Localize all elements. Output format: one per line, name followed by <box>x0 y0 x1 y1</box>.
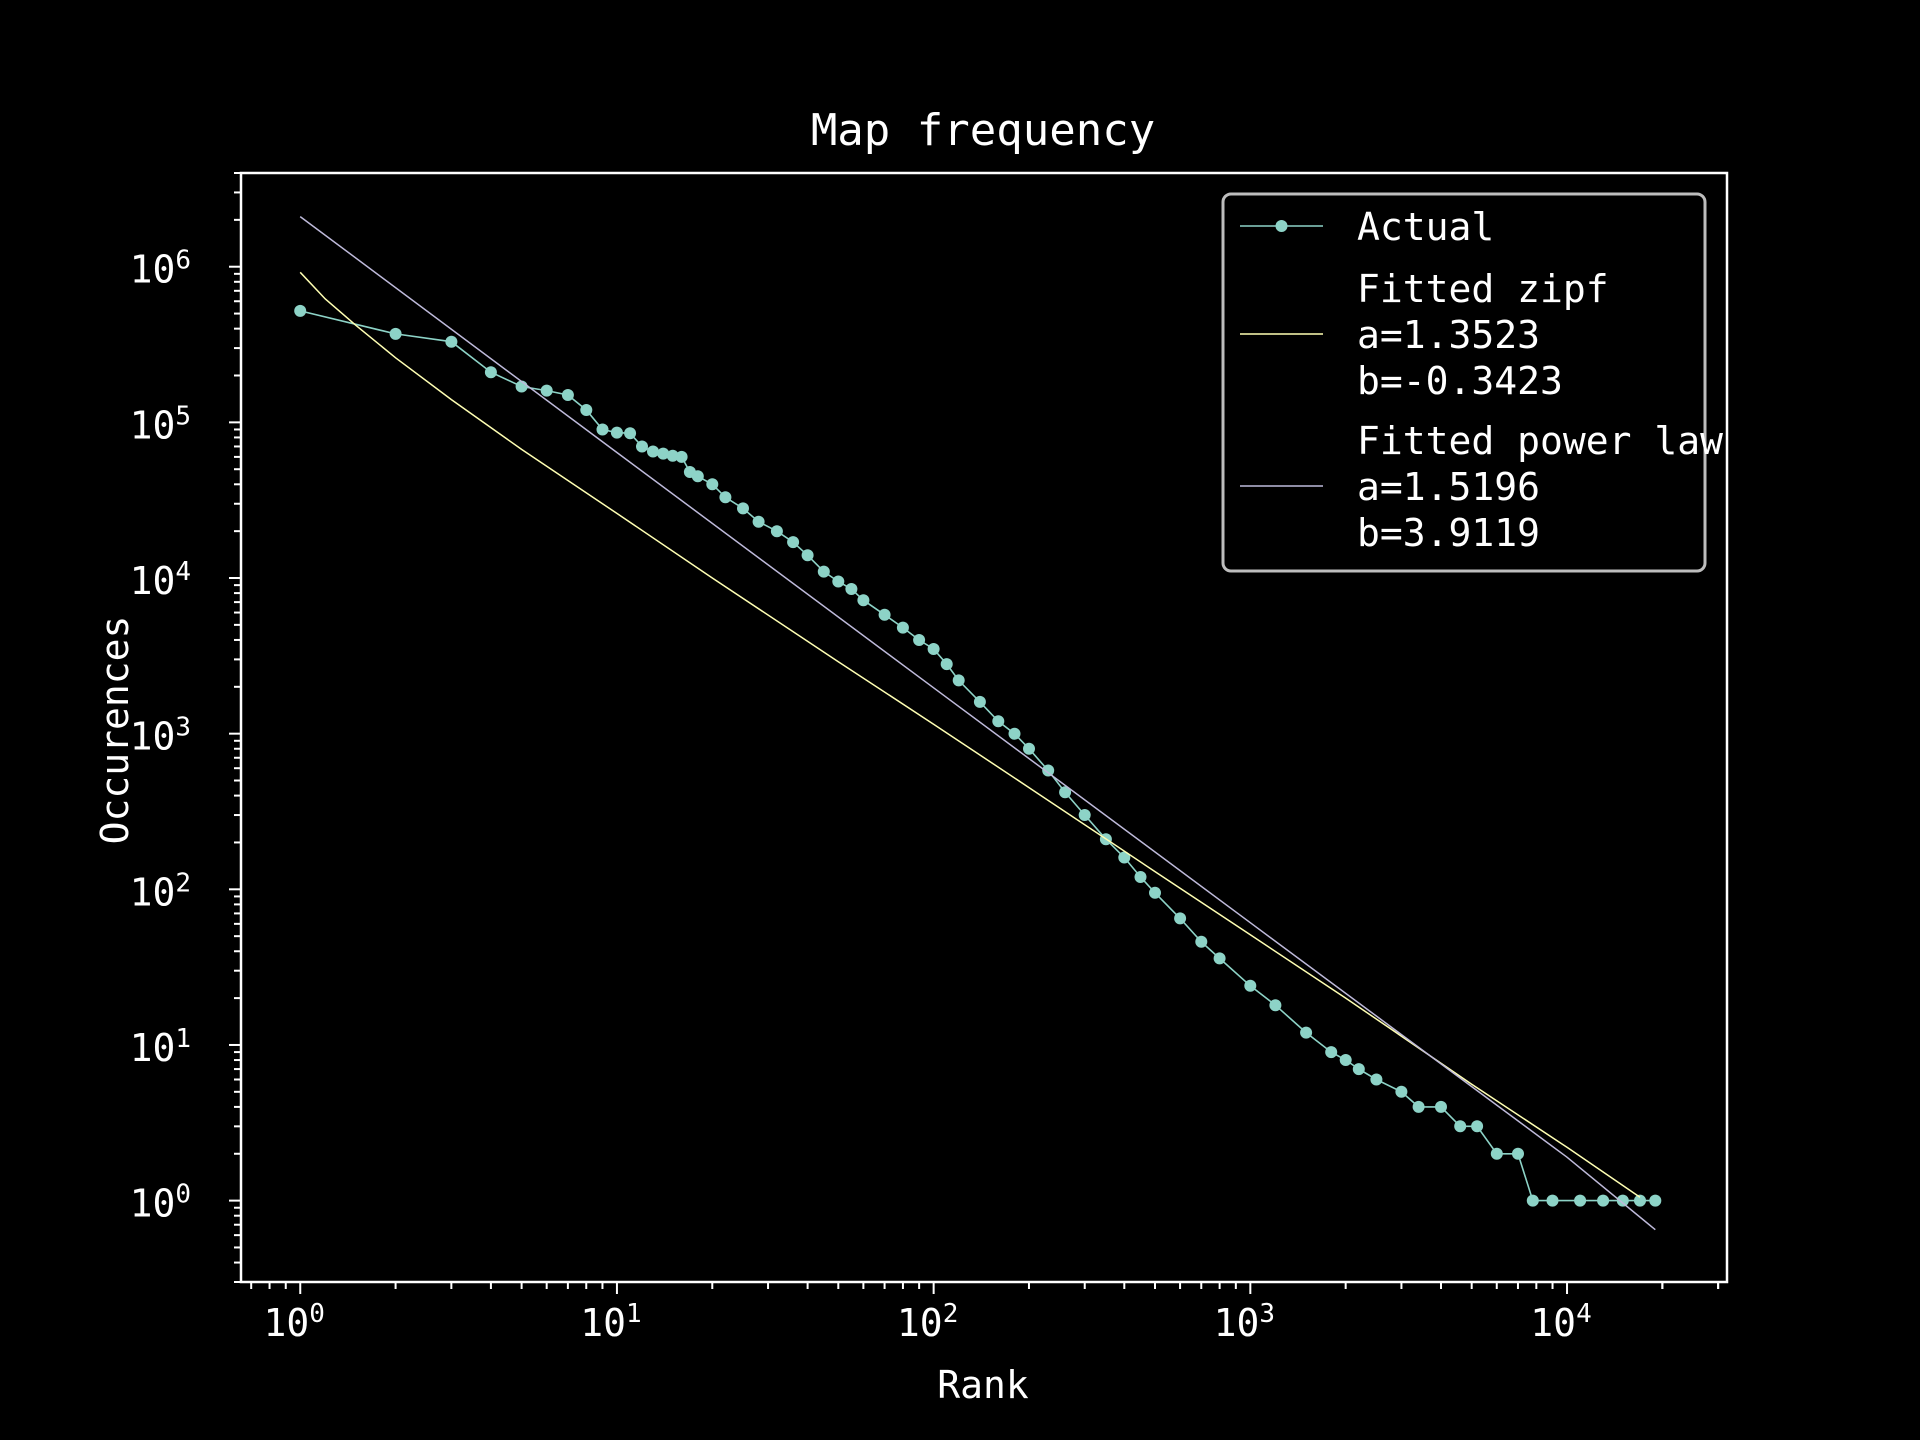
data-point <box>1195 935 1208 948</box>
legend-label-1-line-2: b=-0.3423 <box>1357 359 1563 403</box>
data-point <box>580 404 593 416</box>
data-point <box>1412 1100 1425 1113</box>
legend-label-1-line-0: Fitted zipf <box>1357 267 1609 311</box>
data-point <box>1370 1073 1383 1086</box>
data-point <box>1616 1194 1629 1207</box>
x-tick-label: 102 <box>897 1299 958 1345</box>
data-point <box>913 634 926 646</box>
x-tick-label: 101 <box>580 1299 641 1345</box>
data-point <box>817 565 830 578</box>
data-point <box>1042 764 1055 777</box>
data-point <box>845 583 858 595</box>
data-point <box>1339 1054 1352 1066</box>
x-axis-label: Rank <box>937 1363 1029 1407</box>
data-point <box>484 366 497 379</box>
data-point <box>1149 886 1161 899</box>
plot-frame <box>239 171 1729 1284</box>
data-point <box>737 502 749 515</box>
data-point <box>878 608 891 621</box>
data-point <box>770 525 783 538</box>
data-point <box>1300 1026 1313 1039</box>
data-point <box>752 515 765 528</box>
data-point <box>1471 1120 1484 1133</box>
data-point <box>1269 999 1282 1012</box>
y-tick-label: 100 <box>130 1180 191 1226</box>
data-point <box>832 575 845 588</box>
data-point <box>1325 1046 1338 1059</box>
data-point <box>1546 1194 1559 1207</box>
data-point <box>1649 1194 1662 1207</box>
data-point <box>896 621 909 634</box>
data-point <box>561 389 574 401</box>
data-point <box>857 594 870 607</box>
data-point <box>666 449 679 462</box>
y-tick-label: 103 <box>130 713 191 759</box>
data-point <box>1059 786 1072 799</box>
legend-label-actual: Actual <box>1357 205 1494 249</box>
data-point <box>1213 952 1226 965</box>
series-line-2 <box>299 215 1656 1231</box>
data-point <box>1512 1147 1524 1160</box>
legend-label-1-line-1: a=1.3523 <box>1357 313 1540 357</box>
data-point <box>1118 851 1131 864</box>
data-point <box>1634 1194 1646 1207</box>
y-tick-label: 106 <box>130 246 191 292</box>
y-tick-label: 101 <box>130 1024 191 1070</box>
x-tick-label: 104 <box>1530 1299 1591 1345</box>
data-point <box>1023 742 1035 755</box>
data-point <box>445 335 458 348</box>
x-tick-label: 100 <box>264 1299 325 1345</box>
data-point <box>1395 1085 1408 1098</box>
data-point <box>706 478 719 491</box>
legend-label-2-line-1: a=1.5196 <box>1357 465 1540 509</box>
data-point <box>973 695 986 708</box>
data-point <box>787 536 800 549</box>
data-point <box>647 445 659 458</box>
data-point <box>940 658 953 671</box>
data-point <box>657 447 670 460</box>
data-point <box>719 491 732 504</box>
data-point <box>1134 871 1147 883</box>
data-point <box>1490 1147 1503 1160</box>
data-point <box>927 643 940 655</box>
data-point <box>610 426 623 439</box>
data-point <box>540 384 553 397</box>
data-point <box>294 304 307 317</box>
data-point <box>596 423 609 436</box>
data-point <box>1244 979 1257 992</box>
data-point <box>992 715 1005 728</box>
data-point <box>691 470 704 483</box>
data-point <box>1078 809 1091 821</box>
legend-box <box>1221 192 1707 573</box>
plot-area <box>294 215 1662 1231</box>
data-point <box>1352 1063 1365 1076</box>
data-point <box>636 440 648 453</box>
y-axis-label: Occurences <box>93 616 137 845</box>
data-point <box>675 450 688 463</box>
data-point <box>389 327 402 340</box>
chart-title: Map frequency <box>811 105 1155 156</box>
legend-label-2-line-0: Fitted power law <box>1357 419 1723 463</box>
legend-marker-actual <box>1275 220 1288 232</box>
data-point <box>624 427 637 440</box>
series-line-1 <box>299 271 1641 1198</box>
data-point <box>1174 912 1187 925</box>
data-point <box>1574 1194 1587 1207</box>
x-tick-label: 103 <box>1214 1299 1275 1345</box>
y-tick-label: 102 <box>130 868 191 914</box>
series-line-0 <box>300 310 1656 1202</box>
data-point <box>952 674 965 687</box>
data-point <box>1008 727 1021 740</box>
legend-label-2-line-2: b=3.9119 <box>1357 511 1540 555</box>
data-point <box>1435 1100 1447 1113</box>
data-point <box>801 549 814 562</box>
data-point <box>1597 1194 1610 1207</box>
data-point <box>1526 1194 1539 1207</box>
data-point <box>1454 1120 1467 1133</box>
y-tick-label: 105 <box>130 401 191 447</box>
y-tick-label: 104 <box>130 557 191 603</box>
